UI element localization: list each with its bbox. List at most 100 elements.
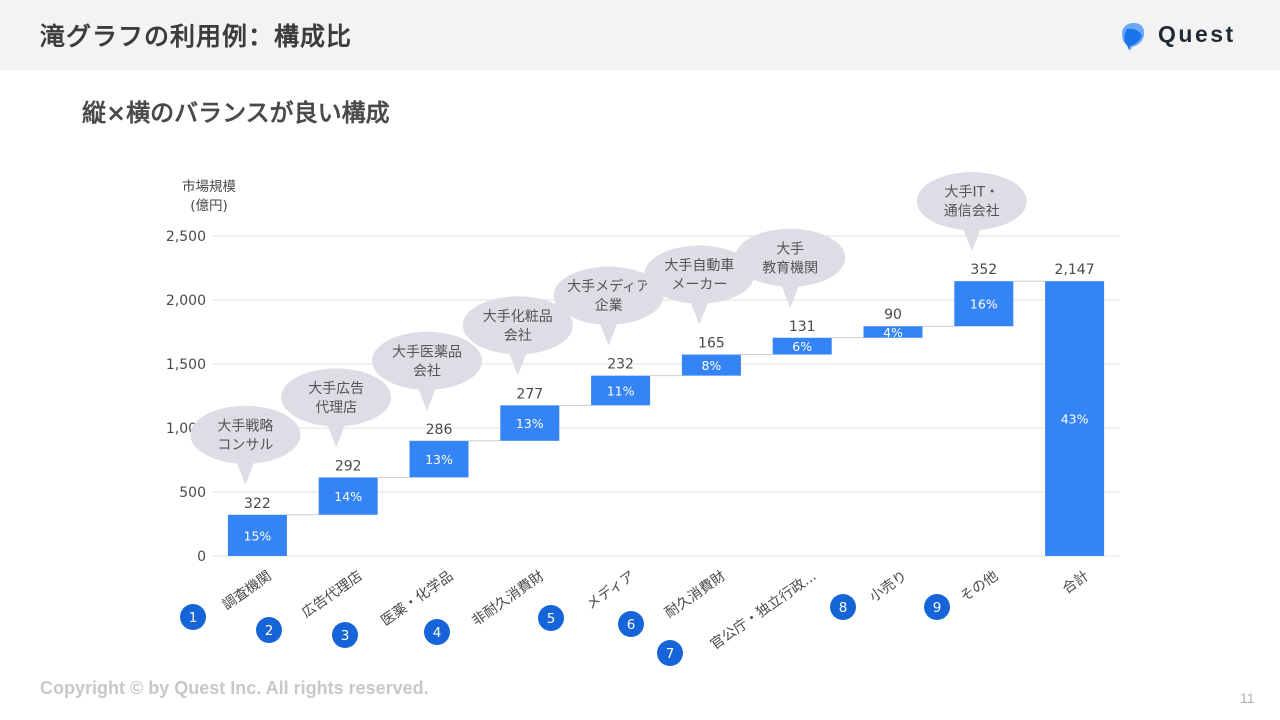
annotation-text: 通信会社 (944, 204, 1000, 220)
value-label: 165 (698, 336, 725, 352)
bubble-tail (506, 347, 529, 376)
percent-label: 14% (334, 489, 362, 504)
number-badge (180, 604, 206, 630)
badge-number: 1 (189, 610, 198, 626)
number-badge (538, 605, 564, 631)
badge-number: 9 (933, 600, 942, 616)
category-label: 調査機関 (220, 568, 275, 613)
y-tick-label: 2,000 (166, 293, 206, 309)
value-label: 131 (789, 319, 816, 335)
category-label: その他 (958, 568, 1002, 605)
percent-label: 15% (244, 528, 272, 543)
percent-label: 11% (607, 383, 635, 398)
number-badge (618, 611, 644, 637)
annotation-text: コンサル (217, 437, 273, 453)
annotation-text: 大手戦略 (217, 418, 273, 434)
value-label: 286 (426, 422, 453, 438)
number-badge (830, 594, 856, 620)
badge-number: 4 (433, 625, 442, 641)
page-number: 11 (1240, 690, 1255, 706)
value-label: 90 (884, 307, 902, 323)
waterfall-bar (500, 405, 560, 441)
annotation-bubble (916, 172, 1027, 231)
bubble-tail (960, 223, 983, 252)
annotation-bubble (190, 405, 301, 464)
percent-label: 4% (883, 325, 903, 340)
number-badge (924, 594, 950, 620)
percent-label: 8% (701, 358, 721, 373)
annotation-bubble (735, 228, 846, 287)
badge-number: 6 (627, 617, 636, 633)
badge-number: 8 (839, 600, 848, 616)
bubble-tail (234, 456, 257, 485)
annotation-text: 代理店 (315, 400, 357, 416)
value-label: 2,147 (1055, 262, 1095, 278)
y-axis-label: 市場規模 (182, 178, 236, 195)
percent-label: 13% (516, 416, 544, 431)
waterfall-bar (318, 477, 378, 515)
badge-number: 3 (341, 628, 350, 644)
badge-number: 2 (265, 623, 274, 639)
bubble-tail (688, 296, 711, 325)
value-label: 277 (516, 386, 543, 402)
quest-logo[interactable]: Quest (1118, 20, 1248, 54)
category-label: 非耐久消費財 (469, 568, 547, 629)
number-badge (657, 640, 683, 666)
number-badge (332, 622, 358, 648)
quest-logo-icon (1122, 23, 1145, 51)
annotation-text: 会社 (413, 363, 441, 379)
annotation-text: 企業 (595, 297, 623, 314)
annotation-text: 大手自動車 (664, 257, 734, 274)
annotation-text: 会社 (504, 328, 532, 344)
bubble-tail (325, 419, 348, 448)
annotation-bubble (462, 296, 573, 355)
waterfall-bar (681, 354, 741, 376)
annotation-bubble (644, 245, 755, 304)
badge-number: 5 (547, 611, 556, 627)
waterfall-bar (772, 337, 832, 355)
bubble-tail (597, 317, 620, 346)
annotation-text: 大手 (776, 241, 804, 257)
y-tick-label: 1,500 (166, 357, 206, 373)
annotation-bubble (281, 368, 392, 427)
number-badge (424, 619, 450, 645)
category-label: 耐久消費財 (662, 568, 729, 621)
page-title: 滝グラフの利用例：構成比 (40, 22, 353, 51)
annotation-bubble (372, 331, 482, 390)
logo-text: Quest (1158, 21, 1236, 47)
waterfall-bar (227, 514, 287, 556)
value-label: 322 (244, 496, 271, 512)
y-tick-label: 0 (197, 549, 206, 565)
y-tick-label: 2,500 (166, 229, 206, 245)
value-label: 352 (970, 262, 997, 278)
annotation-text: メーカー (671, 277, 727, 293)
annotation-text: 大手IT・ (944, 185, 999, 201)
bubble-tail (416, 382, 438, 411)
annotation-text: 教育機関 (762, 260, 818, 276)
category-label: 小売り (867, 568, 911, 605)
annotation-text: 大手医薬品 (392, 344, 462, 360)
slide-subtitle: 縦×横のバランスが良い構成 (82, 99, 390, 127)
bubble-tail (779, 279, 802, 308)
percent-label: 13% (425, 452, 453, 467)
waterfall-bar (1045, 281, 1105, 556)
category-label: 医薬・化学品 (378, 568, 456, 629)
annotation-text: 大手化粧品 (483, 309, 553, 325)
number-badge (256, 617, 282, 643)
percent-label: 16% (970, 297, 998, 312)
badge-number: 7 (666, 646, 675, 662)
waterfall-bar (409, 440, 469, 478)
annotation-bubble (553, 266, 664, 325)
waterfall-bar (954, 281, 1014, 327)
percent-label: 43% (1061, 412, 1089, 427)
category-label: 合計 (1060, 568, 1092, 597)
value-label: 292 (335, 458, 362, 474)
header-bar: 滝グラフの利用例：構成比 Quest (0, 0, 1280, 70)
annotation-text: 大手広告 (308, 381, 364, 397)
y-tick-label: 500 (179, 485, 206, 501)
waterfall-bar (863, 326, 923, 338)
annotation-text: 大手メディア (567, 278, 650, 295)
value-label: 232 (607, 357, 634, 373)
category-label: 広告代理店 (299, 568, 366, 621)
percent-label: 6% (792, 339, 812, 354)
